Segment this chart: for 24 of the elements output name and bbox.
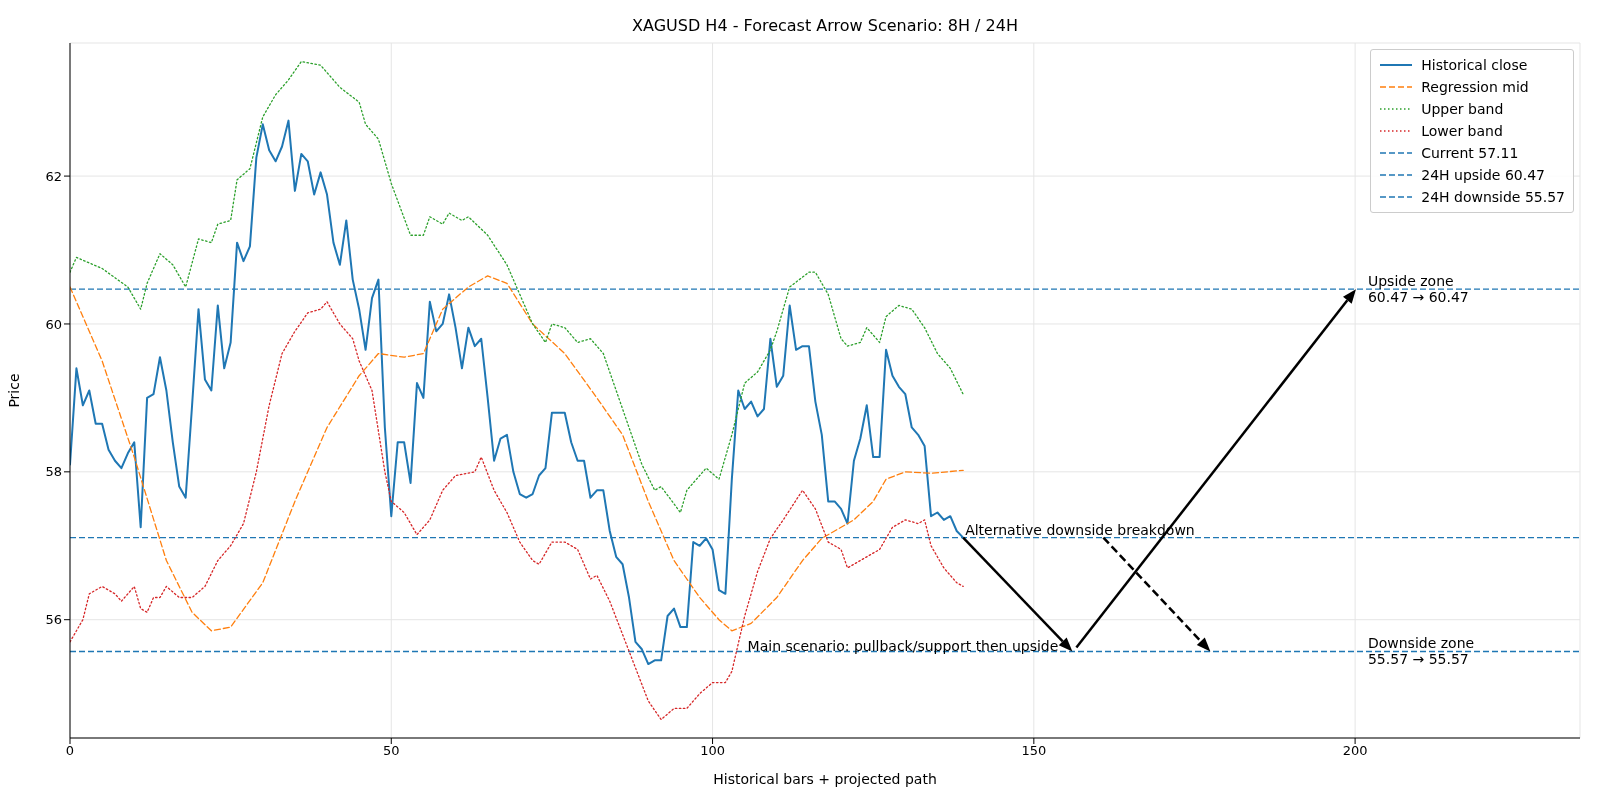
legend-label: 24H downside 55.57 [1421, 189, 1565, 205]
annotation: Downside zone 55.57 → 55.57 [1367, 635, 1475, 668]
line-series [70, 275, 964, 632]
y-tick-label: 58 [45, 464, 62, 480]
x-tick-label: 150 [1021, 743, 1047, 759]
y-tick-label: 60 [45, 316, 62, 332]
legend-label: Current 57.11 [1421, 145, 1519, 161]
line-series [70, 60, 964, 514]
x-tick-label: 200 [1342, 743, 1368, 759]
y-tick-label: 56 [45, 612, 62, 628]
y-tick-label: 62 [45, 168, 62, 184]
x-axis-title: Historical bars + projected path [713, 771, 937, 787]
legend-label: 24H upside 60.47 [1421, 167, 1545, 183]
legend-label: Regression mid [1421, 79, 1529, 95]
x-tick-label: 0 [65, 743, 75, 759]
x-tick-label: 50 [383, 743, 400, 759]
legend-label: Historical close [1421, 57, 1528, 73]
annotation: Upside zone 60.47 → 60.47 [1367, 273, 1469, 306]
legend-label: Lower band [1421, 123, 1503, 139]
legend-label: Upper band [1421, 101, 1504, 117]
x-tick-label: 100 [700, 743, 725, 759]
chart-title: XAGUSD H4 - Forecast Arrow Scenario: 8H / 24H [631, 16, 1019, 35]
y-axis-title: Price [5, 373, 22, 408]
annotation: Main scenario: pullback/support then upside [747, 638, 1059, 655]
